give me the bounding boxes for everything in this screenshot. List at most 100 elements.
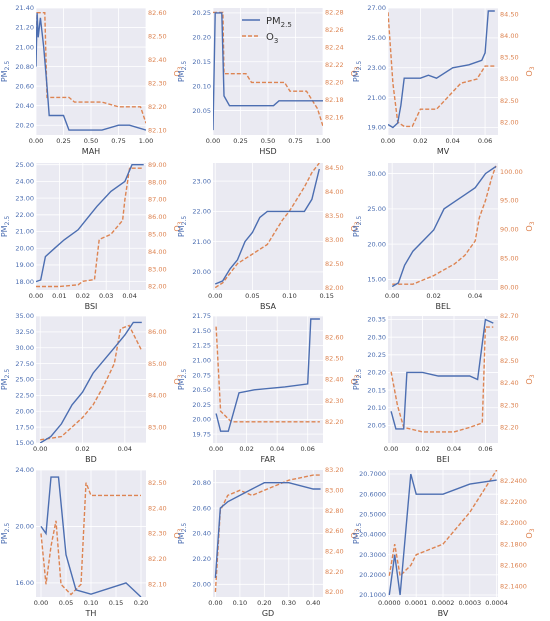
y-right-tick-label: 82.40 [500, 379, 519, 387]
y-right-tick-label: 85.00 [148, 360, 167, 368]
series-o3-line [215, 326, 320, 423]
y-right-tick-label: 82.24 [325, 44, 344, 52]
plot-area [213, 316, 323, 443]
series-pm25-line [214, 168, 320, 285]
y-left-tick-label: 20.00 [367, 240, 386, 248]
series-o3-line [40, 482, 141, 596]
x-tick-label: 0.00 [206, 137, 220, 145]
series-pm25-line [391, 165, 497, 288]
series-o3-line [36, 11, 146, 124]
y-right-tick-label: 82.10 [148, 581, 167, 589]
x-tick-label: 0.04 [445, 137, 459, 145]
y-left-tick-label: 16.00 [15, 579, 34, 587]
y-left-tick-label: 27.50 [15, 360, 34, 368]
x-tick-label: 0.20 [134, 599, 148, 607]
y-left-tick-label: 20.10 [367, 404, 386, 412]
y-left-tick-label: 20.00 [15, 523, 34, 531]
y-left-tick-label: 21.40 [15, 4, 34, 12]
y-right-tick-label: 82.2200 [500, 498, 527, 506]
y-right-tick-label: 82.40 [148, 56, 167, 64]
y-right-axis-label: O3 [350, 374, 361, 384]
x-tick-label: 0.25 [56, 137, 70, 145]
series-pm25-line [388, 10, 495, 129]
y-right-tick-label: 87.00 [148, 196, 167, 204]
y-left-axis-label: PM2.5 [352, 216, 363, 237]
y-left-axis-label: PM2.5 [0, 216, 11, 237]
x-tick-label: 0.0003 [458, 599, 481, 607]
series-pm25-line [215, 318, 320, 432]
series-pm25-line [390, 318, 494, 430]
y-left-tick-label: 23.00 [15, 194, 34, 202]
x-tick-label: 0.00 [208, 292, 222, 300]
y-right-tick-label: 86.00 [148, 328, 167, 336]
y-right-tick-label: 82.00 [500, 118, 519, 126]
y-left-tick-label: 20.20 [192, 555, 211, 563]
series-o3-line [390, 326, 494, 433]
y-right-tick-label: 82.22 [325, 61, 344, 69]
y-right-tick-label: 82.50 [148, 32, 167, 40]
x-tick-label: 0.00 [381, 137, 395, 145]
panel-mah: 0.00 0.25 0.50 0.75 1.00 20.20 20.40 20.60 20.80… [0, 4, 184, 156]
y-left-tick-label: 20.20 [367, 369, 386, 377]
y-left-tick-label: 21.00 [15, 43, 34, 51]
y-left-tick-label: 20.00 [15, 407, 34, 415]
y-right-tick-label: 82.20 [500, 424, 519, 432]
y-left-tick-label: 20.25 [192, 401, 211, 409]
x-tick-label: 0.25 [233, 137, 247, 145]
y-right-tick-label: 83.50 [325, 212, 344, 220]
y-left-tick-label: 20.80 [192, 479, 211, 487]
y-left-tick-label: 20.6000 [359, 490, 386, 498]
legend: PM2.5 O3 [242, 16, 292, 45]
y-left-tick-label: 25.00 [15, 376, 34, 384]
y-left-tick-label: 20.7000 [359, 470, 386, 478]
y-right-tick-label: 83.00 [325, 487, 344, 495]
x-tick-label: 0.03 [99, 292, 113, 300]
y-right-tick-label: 82.18 [325, 96, 344, 104]
x-tick-label: 0.75 [288, 137, 302, 145]
series-o3-line [388, 470, 498, 578]
x-axis-label: BEI [437, 455, 450, 464]
series-pm25-line [213, 12, 323, 131]
series-o3-line [36, 167, 144, 288]
y-left-tick-label: 19.00 [15, 261, 34, 269]
y-left-tick-label: 20.25 [192, 9, 211, 17]
x-axis-label: TH [85, 609, 97, 618]
x-tick-label: 0.04 [447, 445, 461, 453]
y-right-tick-label: 82.50 [500, 97, 519, 105]
y-left-tick-label: 20.00 [15, 244, 34, 252]
y-right-tick-label: 84.00 [325, 188, 344, 196]
y-right-tick-label: 82.30 [148, 79, 167, 87]
series-o3-line [392, 165, 497, 285]
y-right-tick-label: 84.50 [500, 11, 519, 19]
plot-area [213, 163, 323, 290]
y-left-tick-label: 17.50 [15, 423, 34, 431]
y-left-tick-label: 20.00 [192, 268, 211, 276]
y-left-axis-label: PM2.5 [177, 369, 188, 390]
y-left-tick-label: 21.25 [192, 342, 211, 350]
y-right-tick-label: 82.30 [500, 401, 519, 409]
y-right-axis-label: O3 [525, 528, 536, 538]
x-axis-label: GD [262, 609, 274, 618]
series-pm25-line [36, 12, 146, 131]
y-right-axis-label: O3 [525, 66, 536, 76]
x-tick-label: 0.05 [245, 292, 259, 300]
x-tick-label: 0.10 [233, 599, 247, 607]
y-right-tick-label: 82.40 [325, 376, 344, 384]
x-tick-label: 0.0002 [432, 599, 455, 607]
x-axis-label: BD [85, 455, 97, 464]
y-right-tick-label: 82.16 [325, 114, 344, 122]
y-right-tick-label: 100.00 [500, 168, 523, 176]
y-left-tick-label: 21.00 [367, 94, 386, 102]
x-axis-label: MV [437, 147, 450, 156]
x-tick-label: 0.00 [29, 292, 43, 300]
y-left-tick-label: 20.15 [367, 386, 386, 394]
x-tick-label: 0.01 [52, 292, 66, 300]
y-right-tick-label: 82.00 [325, 588, 344, 596]
panel-th: 0.00 0.05 0.10 0.15 0.20 16.00 20.00 24.00 82.10… [0, 466, 184, 618]
x-tick-label: 0.20 [257, 599, 271, 607]
y-left-tick-label: 32.50 [15, 328, 34, 336]
y-right-tick-label: 82.2400 [500, 477, 527, 485]
x-tick-label: 0.0004 [485, 599, 508, 607]
y-right-axis-label: O3 [525, 374, 536, 384]
